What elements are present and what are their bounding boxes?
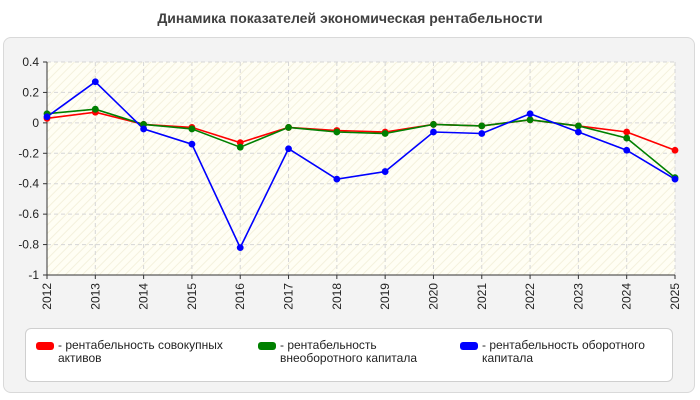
data-point-3 [574, 128, 582, 136]
data-point-3 [333, 175, 341, 183]
gridlines [46, 61, 676, 276]
plot-area [47, 62, 675, 275]
y-tick-label: -0.6 [18, 207, 39, 221]
x-tick-label: 2014 [137, 283, 151, 310]
y-tick-label: 0 [32, 116, 39, 130]
x-tick-label: 2017 [282, 283, 296, 310]
data-point-2 [381, 130, 389, 137]
legend-swatch [258, 342, 276, 350]
data-point-3 [671, 175, 679, 183]
data-point-2 [478, 122, 486, 130]
legend-swatch [36, 342, 54, 350]
y-axis-ticks: 0.4 0.2 0 -0.2 -0.4 -0.6 -0.8 -1 [18, 55, 47, 282]
legend-label: - рентабельность совокупных активов [58, 338, 223, 365]
x-tick-label: 2012 [40, 283, 54, 310]
data-point-3 [91, 78, 99, 86]
data-point-2 [430, 120, 437, 128]
legend: - рентабельность совокупных активов - рен… [25, 328, 673, 382]
y-tick-label: -0.8 [18, 238, 39, 252]
data-point-3 [381, 168, 389, 175]
data-point-3 [478, 130, 486, 137]
series-line-2 [46, 108, 676, 179]
x-tick-label: 2025 [668, 283, 682, 310]
axes [46, 62, 675, 276]
data-point-2 [574, 122, 582, 130]
x-axis-ticks: 2012 2013 2014 2015 2016 2017 2018 2019 2020 2021… [40, 275, 682, 310]
data-point-3 [285, 145, 292, 153]
data-point-2 [285, 124, 292, 131]
series-points [43, 78, 679, 252]
chart-title: Динамика показателей экономическая рента… [157, 10, 543, 26]
data-point-3 [236, 244, 244, 252]
data-point-1 [671, 146, 679, 154]
data-point-3 [526, 110, 534, 118]
x-tick-label: 2018 [330, 283, 344, 310]
data-point-2 [236, 143, 244, 151]
series-line-3 [46, 80, 676, 250]
x-tick-label: 2022 [523, 283, 537, 310]
data-point-1 [623, 128, 631, 136]
data-point-2 [333, 128, 341, 136]
y-tick-label: 0.4 [22, 55, 39, 69]
x-tick-label: 2023 [571, 283, 585, 310]
data-point-3 [140, 125, 148, 133]
x-tick-label: 2020 [426, 283, 440, 310]
x-tick-label: 2016 [233, 283, 247, 310]
x-tick-label: 2019 [378, 283, 392, 310]
data-point-3 [43, 113, 51, 121]
x-tick-label: 2015 [185, 283, 199, 310]
data-point-3 [623, 146, 631, 154]
x-tick-label: 2013 [88, 283, 102, 310]
y-tick-label: -0.4 [18, 177, 39, 191]
legend-label: - рентабельность оборотного капитала [482, 338, 645, 365]
x-tick-label: 2024 [620, 283, 634, 310]
data-point-3 [430, 128, 437, 136]
data-point-2 [188, 125, 196, 133]
data-point-2 [91, 105, 99, 113]
data-point-2 [623, 134, 631, 142]
series-lines [46, 80, 676, 250]
y-tick-label: -1 [28, 268, 39, 282]
legend-label: - рентабельность внеоборотного капитала [280, 338, 417, 365]
y-tick-label: -0.2 [18, 146, 39, 160]
legend-swatch [460, 342, 478, 350]
y-tick-label: 0.2 [22, 85, 39, 99]
data-point-3 [188, 140, 196, 148]
data-point-2 [526, 116, 534, 124]
x-tick-label: 2021 [475, 283, 489, 310]
